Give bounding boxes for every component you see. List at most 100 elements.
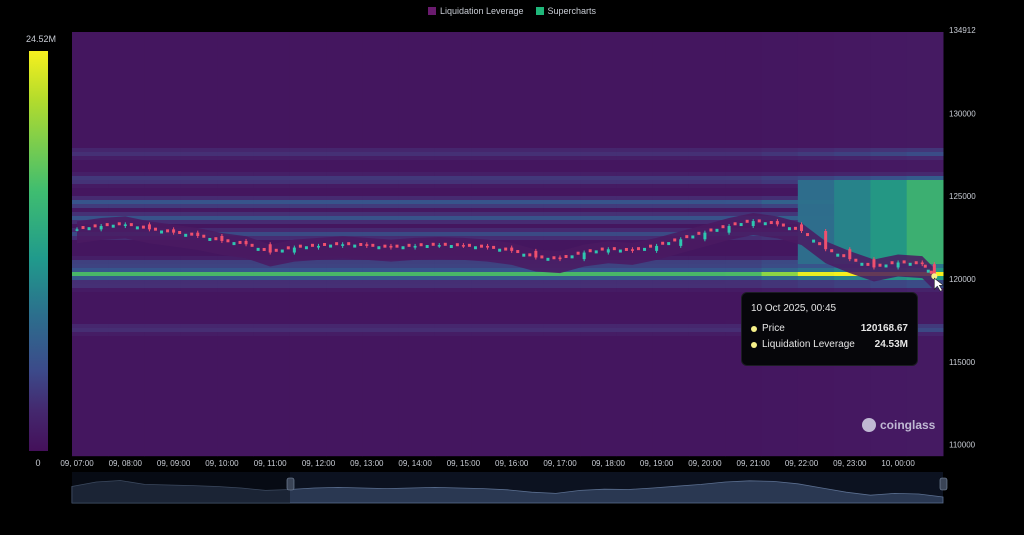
candle	[932, 264, 936, 277]
heatmap-cell	[652, 48, 690, 53]
heatmap-cell	[326, 400, 363, 405]
heatmap-cell	[834, 220, 871, 225]
heatmap-cell	[289, 104, 327, 109]
heatmap-cell	[507, 108, 545, 113]
heatmap-cell	[326, 388, 363, 393]
heatmap-cell	[180, 216, 218, 221]
heatmap-cell	[326, 288, 363, 293]
legend-item-liquidation-leverage[interactable]: Liquidation Leverage	[427, 6, 524, 16]
candle	[238, 240, 242, 244]
heatmap-cell	[180, 152, 218, 157]
heatmap-cell	[180, 100, 218, 105]
heatmap-cell	[144, 204, 182, 209]
heatmap-cell	[580, 156, 617, 161]
chart-legend: Liquidation Leverage Supercharts	[0, 6, 1024, 16]
heatmap-cell	[543, 376, 581, 381]
heatmap-cell	[398, 64, 436, 69]
heatmap-cell	[326, 76, 363, 81]
heatmap-cell	[180, 96, 218, 101]
heatmap-cell	[688, 264, 726, 269]
heatmap-cell	[144, 384, 182, 389]
heatmap-cell	[289, 60, 327, 65]
heatmap-cell	[398, 372, 436, 377]
heatmap-cell	[180, 296, 218, 301]
heatmap-cell	[507, 300, 545, 305]
heatmap-cell	[543, 328, 581, 333]
heatmap-cell	[253, 80, 291, 85]
heatmap-cell	[108, 200, 146, 205]
heatmap-cell	[180, 420, 218, 425]
heatmap-cell	[906, 68, 944, 73]
heatmap-cell	[834, 96, 871, 101]
heatmap-cell	[906, 300, 944, 305]
heatmap-cell	[797, 36, 835, 41]
heatmap-cell	[652, 352, 690, 357]
heatmap-cell	[725, 188, 763, 193]
heatmap-cell	[688, 200, 726, 205]
heatmap-cell	[652, 332, 690, 337]
heatmap-cell	[72, 256, 109, 261]
heatmap-cell	[543, 200, 581, 205]
heatmap-cell	[289, 428, 327, 433]
candle	[787, 227, 791, 231]
heatmap-cell	[580, 96, 617, 101]
heatmap-cell	[398, 232, 436, 237]
heatmap-cell	[253, 44, 291, 49]
heatmap-cell	[797, 88, 835, 93]
heatmap-cell	[289, 204, 327, 209]
heatmap-cell	[906, 292, 944, 297]
heatmap-cell	[797, 164, 835, 169]
heatmap-cell	[616, 40, 654, 45]
heatmap-cell	[616, 272, 654, 277]
heatmap-cell	[580, 200, 617, 205]
heatmap-cell	[616, 208, 654, 213]
heatmap-cell	[253, 92, 291, 97]
heatmap-cell	[906, 372, 944, 377]
heatmap-cell	[834, 64, 871, 69]
heatmap-cell	[434, 268, 472, 273]
heatmap-cell	[870, 228, 908, 233]
heatmap-cell	[144, 416, 182, 421]
heatmap-cell	[217, 196, 254, 201]
heatmap-cell	[217, 192, 254, 197]
legend-item-supercharts[interactable]: Supercharts	[535, 6, 596, 16]
heatmap-cell	[217, 76, 254, 81]
heatmap-cell	[652, 420, 690, 425]
heatmap-cell	[289, 344, 327, 349]
heatmap-cell	[725, 432, 763, 437]
navigator-handle-left[interactable]	[286, 477, 295, 491]
heatmap-cell	[398, 72, 436, 77]
heatmap-cell	[616, 404, 654, 409]
heatmap-cell	[289, 148, 327, 153]
heatmap-cell	[834, 184, 871, 189]
heatmap-cell	[471, 356, 508, 361]
candle	[812, 239, 816, 243]
heatmap-cell	[217, 64, 254, 69]
heatmap-cell	[326, 108, 363, 113]
candle	[323, 243, 327, 247]
heatmap-cell	[580, 384, 617, 389]
heatmap-cell	[217, 452, 254, 457]
heatmap-cell	[144, 392, 182, 397]
heatmap-cell	[761, 256, 799, 261]
heatmap-cell	[761, 368, 799, 373]
heatmap-cell	[398, 52, 436, 57]
heatmap-cell	[725, 284, 763, 289]
heatmap-cell	[507, 344, 545, 349]
x-tick-label: 09, 14:00	[398, 459, 432, 468]
heatmap-cell	[906, 112, 944, 117]
heatmap-cell	[217, 308, 254, 313]
navigator-handle-right[interactable]	[939, 477, 948, 491]
legend-label: Liquidation Leverage	[439, 6, 524, 16]
heatmap-cell	[180, 340, 218, 345]
heatmap-cell	[761, 260, 799, 265]
heatmap-cell	[725, 144, 763, 149]
heatmap-cell	[543, 80, 581, 85]
heatmap-cell	[144, 200, 182, 205]
heatmap-cell	[580, 172, 617, 177]
heatmap-cell	[543, 280, 581, 285]
heatmap-cell	[217, 104, 254, 109]
heatmap-cell	[616, 316, 654, 321]
heatmap-cell	[688, 408, 726, 413]
